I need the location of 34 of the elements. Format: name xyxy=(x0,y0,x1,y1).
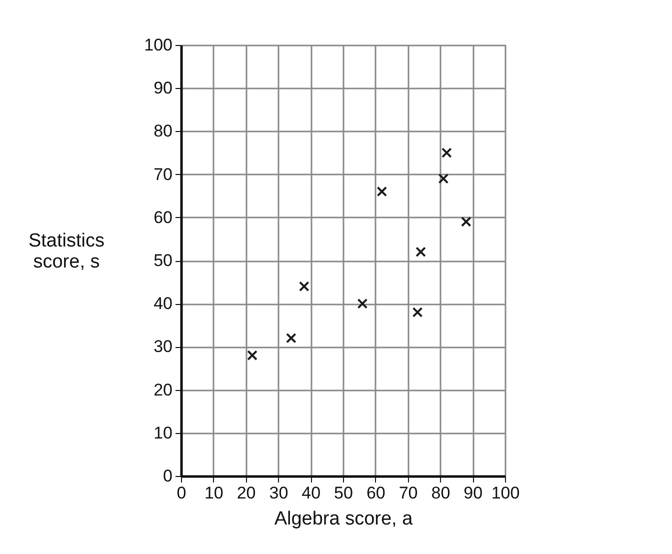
y-tick-label: 40 xyxy=(154,294,172,314)
y-tick-label: 10 xyxy=(154,423,172,442)
x-tick-label: 70 xyxy=(398,484,418,502)
y-tick-label: 90 xyxy=(154,78,172,98)
x-tick-label: 0 xyxy=(176,484,186,502)
x-tick-label: 100 xyxy=(491,484,520,502)
point xyxy=(416,246,426,258)
point xyxy=(441,148,452,158)
x-axis-title: Algebra score, a xyxy=(274,508,414,530)
y-axis-title: Statistics score, s xyxy=(28,230,105,272)
y-tick-label: 0 xyxy=(163,466,172,486)
point xyxy=(376,186,388,197)
point xyxy=(460,216,472,227)
x-tick-label: 30 xyxy=(269,484,288,502)
y-tick-label: 60 xyxy=(154,208,172,227)
point xyxy=(298,281,310,292)
y-tick-label: 70 xyxy=(154,164,172,184)
y-tick-label: 30 xyxy=(154,337,172,356)
point xyxy=(412,307,423,318)
y-tick-label: 20 xyxy=(154,380,172,400)
x-tick-label: 90 xyxy=(464,484,483,502)
point xyxy=(357,298,368,309)
point xyxy=(286,332,296,344)
point xyxy=(247,350,258,361)
x-tick-label: 20 xyxy=(236,484,256,502)
y-tick-label: 50 xyxy=(154,251,172,270)
y-tick-label: 100 xyxy=(144,36,172,54)
x-tick-label: 40 xyxy=(302,484,321,502)
y-tick-label: 80 xyxy=(154,122,172,141)
x-tick-label: 60 xyxy=(366,484,386,502)
x-tick-label: 50 xyxy=(334,484,353,502)
x-tick-label: 10 xyxy=(204,484,224,502)
point xyxy=(438,173,449,184)
x-tick-label: 80 xyxy=(431,484,450,502)
